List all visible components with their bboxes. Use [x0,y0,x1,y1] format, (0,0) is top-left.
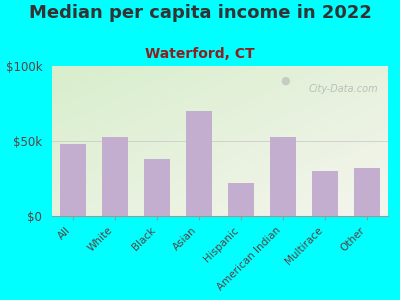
Text: Median per capita income in 2022: Median per capita income in 2022 [28,4,372,22]
Text: ●: ● [280,76,290,86]
Text: City-Data.com: City-Data.com [308,84,378,94]
Bar [60,144,86,216]
Text: Waterford, CT: Waterford, CT [145,46,255,61]
Bar [102,136,128,216]
Bar [186,111,212,216]
Bar [144,159,170,216]
Bar [228,183,254,216]
Bar [312,171,338,216]
Bar [270,136,296,216]
Bar [354,168,380,216]
